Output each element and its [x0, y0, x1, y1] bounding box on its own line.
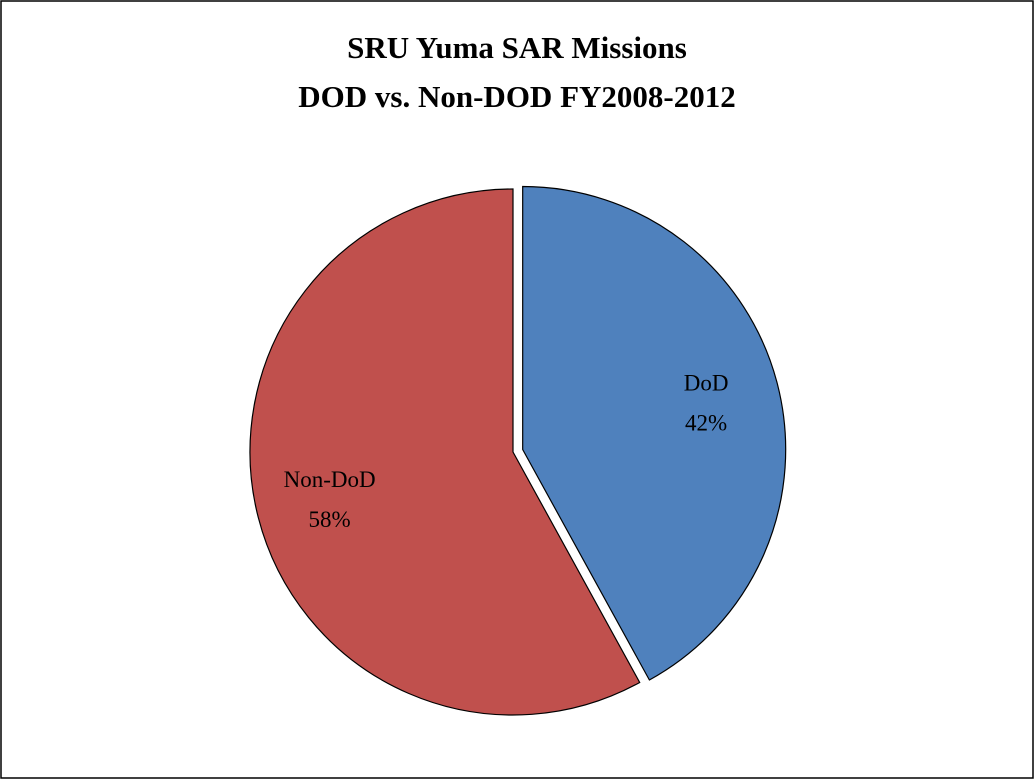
slice-value-label: 58% — [309, 507, 351, 532]
chart-subtitle: DOD vs. Non-DOD FY2008-2012 — [298, 79, 735, 114]
pie-slice — [522, 185, 787, 681]
pie-slice — [249, 188, 641, 716]
slice-value-label: 42% — [685, 410, 727, 435]
chart-title: SRU Yuma SAR Missions — [347, 30, 687, 65]
slice-label: DoD — [684, 370, 729, 395]
slice-label: Non-DoD — [284, 467, 376, 492]
